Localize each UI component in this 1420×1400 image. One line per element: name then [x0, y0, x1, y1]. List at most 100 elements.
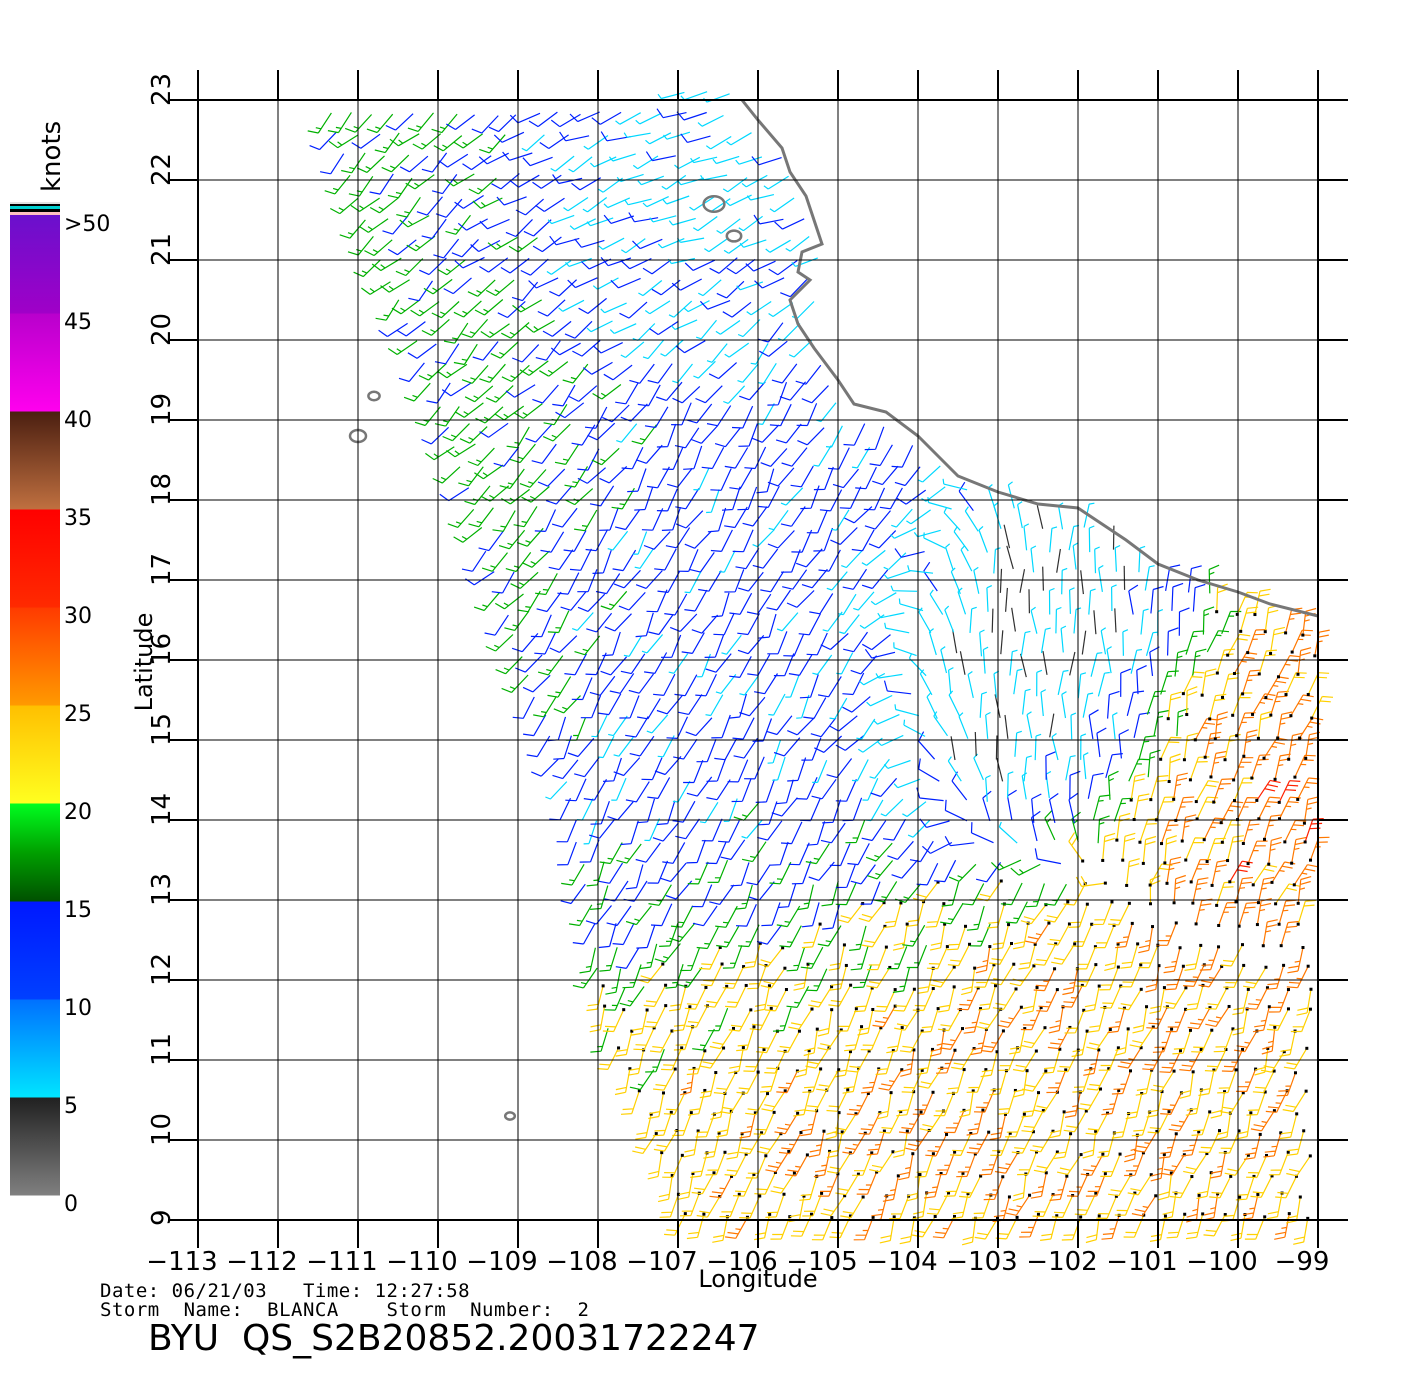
wind-barb-origin-dot — [1249, 1111, 1253, 1115]
wind-barb — [873, 714, 900, 725]
wind-barb — [1166, 1214, 1186, 1239]
wind-barb — [647, 363, 673, 384]
wind-barb — [930, 966, 955, 988]
wind-barb — [673, 1026, 694, 1051]
wind-barb — [918, 607, 932, 634]
wind-barb — [992, 988, 1017, 1011]
wind-barb — [521, 134, 545, 152]
wind-barb — [998, 821, 1018, 844]
wind-barb — [950, 1133, 972, 1156]
wind-barb-origin-dot — [867, 1049, 871, 1053]
wind-barb — [480, 323, 510, 338]
wind-barb-origin-dot — [742, 965, 746, 969]
wind-barb-origin-dot — [1284, 631, 1288, 635]
wind-barb — [1175, 796, 1195, 821]
wind-barb — [686, 776, 713, 797]
wind-barb — [780, 549, 801, 573]
wind-barb — [625, 716, 649, 738]
wind-barb — [648, 1092, 665, 1120]
wind-barb-origin-dot — [952, 965, 956, 969]
wind-barb — [610, 277, 641, 289]
wind-barb — [1021, 1027, 1046, 1049]
wind-barb — [683, 759, 704, 784]
wind-barb — [1156, 922, 1177, 946]
wind-barb — [917, 968, 934, 994]
lon-tick-label: −113 — [146, 1247, 217, 1277]
wind-barb — [646, 589, 668, 613]
wind-barb-origin-dot — [760, 1131, 764, 1135]
wind-barb — [703, 986, 728, 1008]
wind-barb — [549, 279, 578, 297]
wind-barb — [852, 1152, 873, 1176]
wind-barb-origin-dot — [1159, 757, 1163, 761]
wind-barb-origin-dot — [1084, 1109, 1088, 1113]
wind-barb — [1065, 755, 1076, 781]
wind-barb — [709, 1028, 735, 1050]
wind-barb — [620, 341, 645, 359]
wind-barb — [493, 131, 525, 143]
wind-barb — [662, 447, 684, 470]
wind-barb — [1213, 1028, 1234, 1053]
wind-barb-origin-dot — [848, 1214, 852, 1218]
wind-barb — [499, 468, 525, 489]
wind-barb — [692, 1028, 715, 1051]
wind-barb — [830, 509, 850, 531]
wind-barb-origin-dot — [1215, 903, 1219, 907]
wind-barb-origin-dot — [870, 1151, 874, 1155]
wind-barb — [990, 963, 1015, 986]
wind-barb — [549, 635, 578, 653]
wind-barb — [1099, 966, 1119, 991]
map-frame — [197, 99, 1319, 1221]
wind-barb-origin-dot — [1188, 778, 1192, 782]
wind-barb — [568, 156, 593, 173]
wind-barb — [414, 406, 441, 427]
wind-barb — [1124, 1135, 1138, 1163]
wind-barb — [1192, 583, 1206, 612]
wind-barb — [1083, 502, 1095, 528]
wind-barb — [983, 1176, 1004, 1201]
wind-barb — [907, 565, 934, 574]
wind-barb — [803, 697, 827, 720]
wind-barb — [661, 174, 687, 190]
wind-barb — [1108, 770, 1119, 800]
wind-barb-origin-dot — [1203, 755, 1207, 759]
wind-barb — [1260, 1051, 1285, 1073]
wind-barb-origin-dot — [1190, 1175, 1194, 1179]
wind-barb-origin-dot — [995, 1216, 999, 1220]
wind-barb — [937, 1009, 961, 1032]
wind-barb-origin-dot — [1182, 1153, 1186, 1157]
wind-barb — [1153, 709, 1170, 737]
wind-barb — [599, 842, 623, 865]
wind-barb — [699, 1072, 717, 1099]
wind-barb-origin-dot — [987, 1130, 991, 1134]
wind-barb — [1191, 1111, 1211, 1136]
wind-barb-origin-dot — [1189, 880, 1193, 884]
wind-barb — [1114, 1028, 1129, 1056]
wind-barb-origin-dot — [1253, 613, 1257, 617]
wind-barb — [577, 467, 606, 484]
wind-barb — [1135, 1069, 1153, 1096]
wind-barb-origin-dot — [782, 1192, 786, 1196]
wind-barb — [1199, 946, 1220, 971]
wind-barb — [1047, 923, 1070, 946]
wind-barb — [721, 486, 741, 511]
wind-barb — [944, 605, 955, 633]
wind-barb — [1159, 1133, 1177, 1159]
wind-barb — [972, 1194, 992, 1219]
wind-barb-origin-dot — [1276, 736, 1280, 740]
wind-barb — [1054, 1133, 1072, 1160]
wind-barb — [1183, 964, 1205, 987]
wind-barb-origin-dot — [1284, 693, 1288, 697]
wind-barb — [709, 1176, 733, 1199]
wind-barb — [1122, 629, 1129, 656]
wind-barb-origin-dot — [968, 942, 972, 946]
wind-barb — [442, 423, 470, 442]
wind-barb — [1196, 796, 1219, 820]
wind-barb — [699, 801, 719, 824]
wind-barb — [1189, 756, 1210, 781]
wind-barb — [535, 197, 565, 212]
wind-barb — [1265, 676, 1289, 698]
wind-barb — [1072, 542, 1079, 570]
wind-barb — [577, 448, 600, 471]
wind-barb — [864, 510, 891, 530]
